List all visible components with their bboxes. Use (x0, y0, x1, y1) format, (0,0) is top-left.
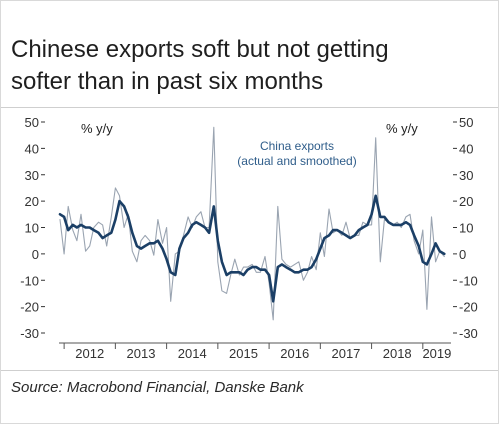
x-tick-label: 2014 (178, 346, 207, 361)
left-tick-label: 10 (25, 221, 39, 236)
line-chart: -30 -20 -10 0 10 20 30 40 50 -30 -20 -10 0 10 20 30 40 5… (20, 115, 478, 361)
right-tick-label: 10 (459, 221, 473, 236)
series-line-actual (59, 126, 445, 321)
left-tick-label: -20 (20, 300, 39, 315)
right-tick-label: -20 (459, 300, 478, 315)
left-tick-label: 30 (25, 168, 39, 183)
series-annotation-line-1: China exports (260, 139, 334, 153)
left-unit-label: % y/y (81, 121, 113, 136)
right-tick-label: -30 (459, 326, 478, 341)
x-tick-label: 2019 (422, 346, 451, 361)
right-tick-label: 0 (459, 247, 466, 262)
source-divider (1, 370, 498, 371)
x-tick-label: 2018 (383, 346, 412, 361)
left-tick-label: 20 (25, 194, 39, 209)
left-tick-label: 40 (25, 141, 39, 156)
right-tick-label: 40 (459, 141, 473, 156)
left-tick-label: -30 (20, 326, 39, 341)
x-tick-label: 2015 (229, 346, 258, 361)
right-tick-label: 30 (459, 168, 473, 183)
series-lines (58, 126, 446, 321)
right-tick-label: 20 (459, 194, 473, 209)
title-line-1: Chinese exports soft but not getting (11, 36, 389, 63)
x-tick-label: 2016 (280, 346, 309, 361)
series-annotation-line-2: (actual and smoothed) (237, 154, 356, 168)
right-axis-ticks: -30 -20 -10 0 10 20 30 40 50 (453, 115, 478, 341)
page-title: Chinese exports soft but not getting sof… (11, 34, 491, 98)
left-tick-label: -10 (20, 273, 39, 288)
title-line-2: softer than in past six months (11, 68, 324, 95)
x-tick-label: 2012 (75, 346, 104, 361)
x-tick-label: 2017 (331, 346, 360, 361)
x-axis: 2012 2013 2014 2015 2016 2017 2018 2019 (59, 342, 451, 361)
left-tick-label: 0 (32, 247, 39, 262)
title-divider (1, 107, 498, 108)
right-tick-label: -10 (459, 273, 478, 288)
source-note: Source: Macrobond Financial, Danske Bank (11, 379, 304, 396)
series-line-smoothed (58, 194, 446, 303)
left-tick-label: 50 (25, 115, 39, 130)
right-unit-label: % y/y (386, 121, 418, 136)
x-tick-label: 2013 (127, 346, 156, 361)
right-tick-label: 50 (459, 115, 473, 130)
left-axis-ticks: -30 -20 -10 0 10 20 30 40 50 (20, 115, 45, 341)
